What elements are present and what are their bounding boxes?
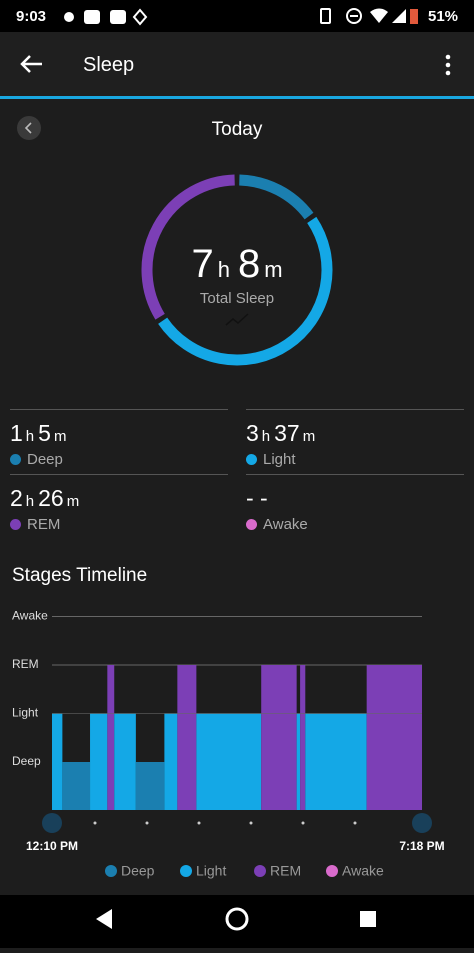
legend-dot [180,865,192,877]
stage-segment [366,665,422,810]
nav-home[interactable] [225,907,249,931]
nav-back[interactable] [96,909,112,929]
stage-segment [135,762,165,810]
axis-dot [197,821,201,825]
stat-value: 3 h 37 m [246,420,464,447]
stat-cell: 2 h 26 m REM [10,474,228,539]
x-tick-icon [412,813,432,833]
axis-dot [93,821,97,825]
stage-segment [62,762,91,810]
legend-dot [105,865,117,877]
hour-unit: h [217,257,230,282]
total-minutes: 8 [237,242,261,286]
total-label: Total Sleep [199,290,275,307]
ring-arc [158,216,333,366]
total-hours: 7 [191,242,214,286]
stat-name: Awake [263,516,308,533]
stat-dot [10,519,21,530]
system-icons [320,8,418,24]
x-tick-label: 12:10 PM [26,839,78,853]
legend-dot [254,865,266,877]
stage-segment [164,713,178,810]
y-level-label: Deep [12,754,41,768]
stat-dot [10,454,21,465]
minute-unit: m [66,493,80,510]
back-button[interactable] [20,54,44,74]
axis-dot [301,821,305,825]
legend-label: Deep [121,863,155,879]
stage-segment [296,713,301,810]
app-title: Sleep [83,54,135,76]
stage-segment [107,665,115,810]
trend-icon [225,313,249,326]
stat-cell: 1 h 5 m Deep [10,409,228,474]
y-level-label: Light [12,706,39,720]
nav-buttons [96,907,376,931]
stat-label: Light [246,451,464,468]
stat-label: Awake [246,516,464,533]
x-tick-label: 7:18 PM [399,839,444,853]
stat-label: Deep [10,451,228,468]
legend-label: REM [270,863,301,879]
stat-name: REM [27,516,61,533]
date-label: Today [211,119,263,140]
battery-level: 51% [428,8,459,25]
stat-cell: 3 h 37 m Light [246,409,464,474]
previous-day[interactable] [17,116,41,140]
clock: 9:03 [16,8,47,25]
stat-dot [246,519,257,530]
ring-arc [239,174,314,220]
app-bar: Sleep [0,32,474,99]
stat-minutes: 37 [274,420,300,446]
minute-unit: m [53,428,67,445]
x-tick-icon [42,813,62,833]
status-icons [64,8,148,26]
hour-unit: h [261,428,271,445]
sleep-ring [141,174,333,366]
stat-placeholder: - - [246,485,268,511]
stage-segment [305,713,367,810]
axis-dot [353,821,357,825]
legend-label: Light [196,863,226,879]
stat-cell: - - Awake [246,474,464,539]
stage-segment [300,665,306,810]
legend-label: Awake [342,863,384,879]
stat-value: 2 h 26 m [10,485,228,512]
stat-name: Light [263,451,296,468]
hour-unit: h [25,428,35,445]
stage-segment [261,665,297,810]
stage-segment [196,713,262,810]
stat-label: REM [10,516,228,533]
axis-dot [145,821,149,825]
timeline-chart: Deep Light REM Awake 12:10 PM 7:18 PM Deep Ligh… [12,609,445,879]
axis-dot [249,821,253,825]
stat-minutes: 26 [38,485,64,511]
legend-dot [326,865,338,877]
y-level-label: REM [12,657,39,671]
nav-bar [0,895,474,948]
hour-unit: h [25,493,35,510]
minute-unit: m [264,257,283,282]
ring-arc [141,174,235,320]
nav-recents[interactable] [360,911,376,927]
stat-hours: 2 [10,485,23,511]
menu-button[interactable] [444,54,452,76]
stat-dot [246,454,257,465]
stage-segment [90,713,108,810]
stage-segment [177,665,197,810]
stage-segment [52,713,63,810]
stat-hours: 3 [246,420,259,446]
stat-value: - - [246,485,464,512]
stage-segment [114,713,136,810]
minute-unit: m [302,428,316,445]
stat-name: Deep [27,451,63,468]
stat-hours: 1 [10,420,23,446]
stat-minutes: 5 [38,420,51,446]
status-bar: 9:03 51% [0,0,474,32]
y-level-label: Awake [12,609,48,623]
chart-title: Stages Timeline [12,565,148,586]
